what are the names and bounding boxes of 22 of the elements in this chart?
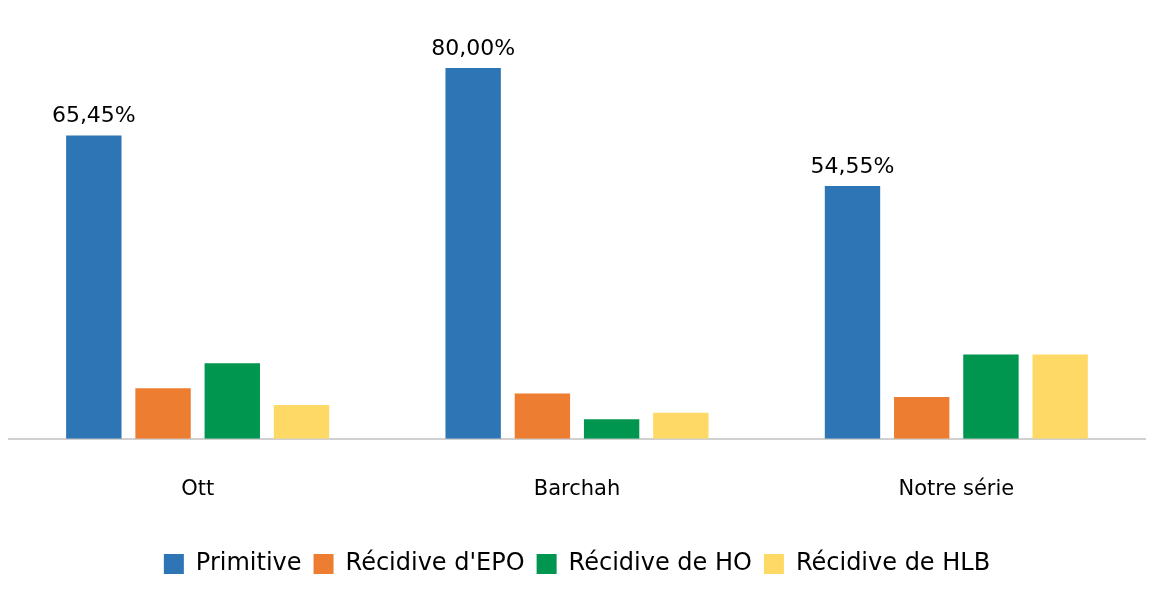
bar	[963, 354, 1019, 439]
bar	[514, 393, 571, 439]
bar	[894, 397, 950, 439]
legend-label: Récidive de HLB	[795, 548, 991, 577]
data-label: 65,45%	[51, 102, 136, 128]
bar	[66, 135, 122, 439]
legend-label: Récidive de HO	[568, 548, 752, 577]
data-label: 80,00%	[431, 34, 516, 60]
legend-label: Primitive	[195, 548, 302, 577]
x-tick-label: Barchah	[533, 475, 621, 500]
bar	[135, 388, 191, 439]
bar	[204, 363, 260, 439]
legend-label: Récidive d'EPO	[345, 548, 525, 577]
x-tick-label: Notre série	[898, 475, 1015, 500]
x-tick-label: Ott	[181, 475, 215, 500]
data-label: 54,55%	[810, 152, 895, 178]
bar	[1032, 354, 1088, 439]
bar	[273, 404, 330, 439]
bar	[583, 419, 640, 439]
bar	[653, 412, 709, 439]
bar	[445, 68, 501, 439]
bar	[824, 185, 881, 439]
